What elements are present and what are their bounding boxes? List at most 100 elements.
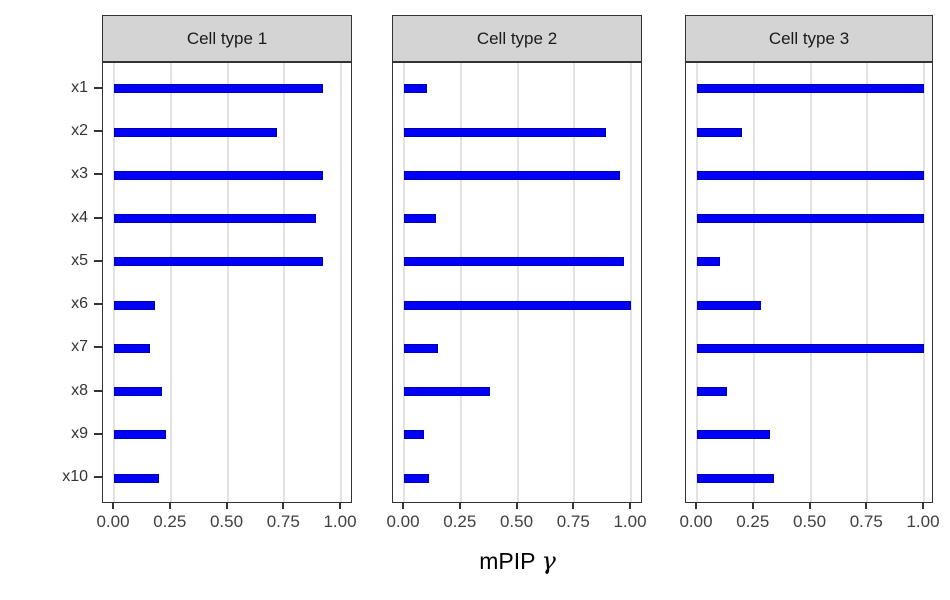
y-axis-label: x6: [71, 295, 88, 313]
x-axis-tick-label: 0.50: [792, 512, 827, 531]
bar-x9: [404, 430, 425, 440]
gridline: [809, 63, 812, 502]
x-axis-tick: [402, 503, 404, 509]
gridline: [459, 63, 462, 502]
bar-x5: [404, 257, 625, 267]
gridline: [403, 63, 405, 502]
bar-x10: [114, 473, 160, 483]
gridline: [866, 63, 869, 502]
x-axis-tick: [922, 503, 924, 509]
bar-x2: [404, 127, 607, 137]
y-axis-tick: [94, 476, 102, 479]
bar-x3: [404, 170, 620, 180]
x-axis-tick-label: 0.25: [736, 512, 770, 531]
gridline: [630, 63, 632, 502]
facet-panel: [685, 62, 933, 503]
x-axis-tick: [458, 503, 461, 509]
facet-panel: [102, 62, 352, 503]
y-axis-label: x2: [71, 122, 88, 140]
y-axis-tick: [94, 259, 102, 262]
gridline: [573, 63, 576, 502]
bar-x9: [114, 430, 167, 440]
gridline: [283, 63, 286, 502]
x-axis-tick-label: 0.75: [849, 512, 883, 531]
gridline: [169, 63, 172, 502]
y-axis-label: x8: [71, 381, 88, 399]
x-axis-tick-label: 0.25: [443, 512, 477, 531]
x-axis-tick: [515, 503, 518, 509]
x-axis-tick: [751, 503, 754, 509]
x-axis-tick: [282, 503, 285, 509]
x-axis-title-text: mPIP: [479, 548, 536, 574]
bar-x2: [114, 127, 278, 137]
bar-x3: [697, 170, 924, 180]
bar-x6: [697, 300, 761, 310]
facet-strip: Cell type 1: [102, 15, 352, 62]
bar-x3: [114, 170, 323, 180]
x-axis-tick-label: 1.00: [613, 512, 647, 531]
y-axis-tick: [94, 86, 102, 89]
x-axis-tick: [695, 503, 697, 509]
x-axis-tick: [112, 503, 114, 509]
y-axis-label: x5: [71, 251, 88, 269]
gridline: [923, 63, 925, 502]
y-axis-label: x10: [62, 468, 88, 486]
bar-x4: [697, 214, 924, 224]
x-axis-tick: [225, 503, 228, 509]
y-axis-tick: [94, 303, 102, 306]
bar-x8: [697, 387, 727, 397]
x-axis-tick-label: 0.75: [556, 512, 590, 531]
bar-x9: [697, 430, 770, 440]
x-axis-tick-label: 0.25: [153, 512, 187, 531]
x-axis-tick: [808, 503, 811, 509]
bar-x6: [404, 300, 631, 310]
gridline: [752, 63, 755, 502]
facet-strip-label: Cell type 3: [768, 28, 850, 48]
bar-x1: [114, 84, 323, 94]
y-axis-label: x3: [71, 165, 88, 183]
bar-x2: [697, 127, 743, 137]
bar-x5: [697, 257, 720, 267]
bar-x4: [114, 214, 317, 224]
bar-x6: [114, 300, 155, 310]
bar-x10: [404, 473, 429, 483]
x-axis-tick: [168, 503, 171, 509]
x-axis-tick-label: 0.00: [96, 512, 130, 531]
gamma-symbol: γ: [541, 547, 556, 575]
bar-x4: [404, 214, 436, 224]
x-axis-tick-label: 0.50: [209, 512, 244, 531]
y-axis-tick: [94, 346, 102, 349]
gridline: [113, 63, 115, 502]
y-axis-tick: [94, 130, 102, 133]
gridline: [226, 63, 229, 502]
facet-panel: [392, 62, 642, 503]
facet-strip-label: Cell type 1: [186, 28, 268, 48]
x-axis-tick: [339, 503, 341, 509]
x-axis-tick: [629, 503, 631, 509]
bar-x1: [404, 84, 427, 94]
bar-x7: [404, 343, 439, 353]
bar-x10: [697, 473, 775, 483]
gridline: [340, 63, 342, 502]
gridline: [516, 63, 519, 502]
bar-x7: [697, 343, 924, 353]
y-axis-label: x1: [71, 78, 88, 96]
y-axis-label: x7: [71, 338, 88, 356]
y-axis-tick: [94, 432, 102, 435]
gridline: [696, 63, 698, 502]
bar-x8: [114, 387, 162, 397]
y-axis-label: x4: [71, 208, 88, 226]
x-axis-tick-label: 1.00: [323, 512, 357, 531]
y-axis-tick: [94, 173, 102, 176]
x-axis-tick-label: 0.00: [386, 512, 420, 531]
bar-x5: [114, 257, 323, 267]
bar-x7: [114, 343, 151, 353]
y-axis-label: x9: [71, 424, 88, 442]
facet-strip: Cell type 2: [392, 15, 642, 62]
facet-strip-label: Cell type 2: [476, 28, 558, 48]
x-axis-tick: [572, 503, 575, 509]
bar-x8: [404, 387, 491, 397]
x-axis-tick-label: 1.00: [906, 512, 940, 531]
x-axis-tick: [865, 503, 868, 509]
